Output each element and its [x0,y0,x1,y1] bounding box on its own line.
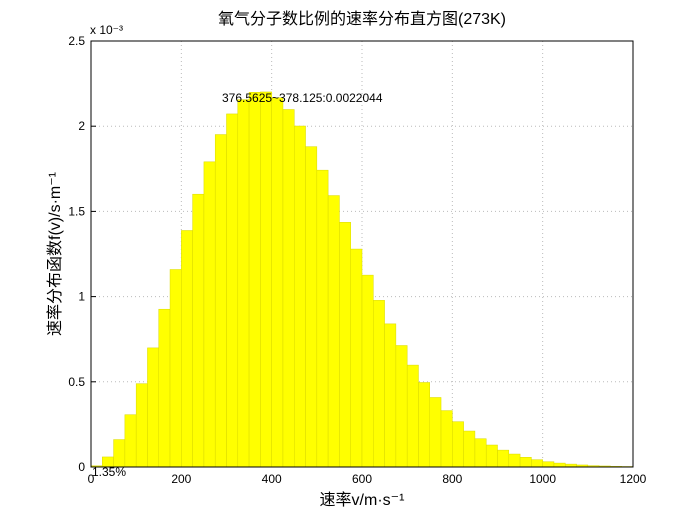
bar [350,248,363,468]
plot-frame [90,40,634,468]
bar [169,269,182,468]
x-axis-label: 速率v/m·s⁻¹ [320,491,405,509]
y-tick-label: 0.5 [68,375,85,389]
bar [147,347,159,468]
bar [248,92,261,468]
bar [418,382,431,468]
bar [282,109,295,468]
bar [124,414,137,468]
bar [327,195,340,468]
y-multiplier: x 10⁻³ [90,23,123,37]
bar [158,308,171,468]
bar [316,169,329,468]
x-tick-label: 800 [442,472,462,486]
y-tick-label: 0 [78,460,85,474]
chart-title: 氧气分子数比例的速率分布直方图(273K) [218,10,506,28]
bar [406,364,419,468]
bar [531,459,543,468]
y-tick-label: 1.5 [68,204,85,218]
bar [135,383,148,468]
bar [237,99,250,468]
bar [361,274,374,468]
bar [440,410,453,468]
x-tick-label: 1200 [620,472,647,486]
bar [519,457,532,468]
bar [384,323,397,468]
x-tick-label: 400 [262,472,282,486]
bar [373,300,385,468]
y-tick-label: 2.5 [68,34,85,48]
bar [271,97,284,468]
bar [305,146,318,468]
bar [113,439,126,468]
bar [452,421,464,468]
bar [542,461,555,468]
y-tick-label: 1 [78,290,85,304]
bar [553,462,566,468]
bar [474,438,487,468]
bar [485,444,498,468]
bar [395,345,408,468]
bar [260,91,272,468]
x-tick-label: 600 [352,472,372,486]
bar [497,449,510,468]
x-tick-label: 1000 [529,472,556,486]
x-tick-label: 200 [171,472,191,486]
y-axis-label: 速率分布函数f(v)/s·m⁻¹ [46,172,64,336]
bar [294,125,306,468]
y-tick-label: 2 [78,119,85,133]
bar [203,161,216,468]
bar [339,222,351,468]
bar [463,430,476,468]
bar [192,193,205,468]
annotation: 376.5625~378.125:0.0022044 [222,91,383,105]
bar [226,113,239,468]
x-tick-label: 0 [88,472,95,486]
bar [508,453,521,468]
bar [181,230,193,468]
bar [429,397,442,468]
annotation: 1.35% [92,465,126,479]
bar [214,134,227,468]
